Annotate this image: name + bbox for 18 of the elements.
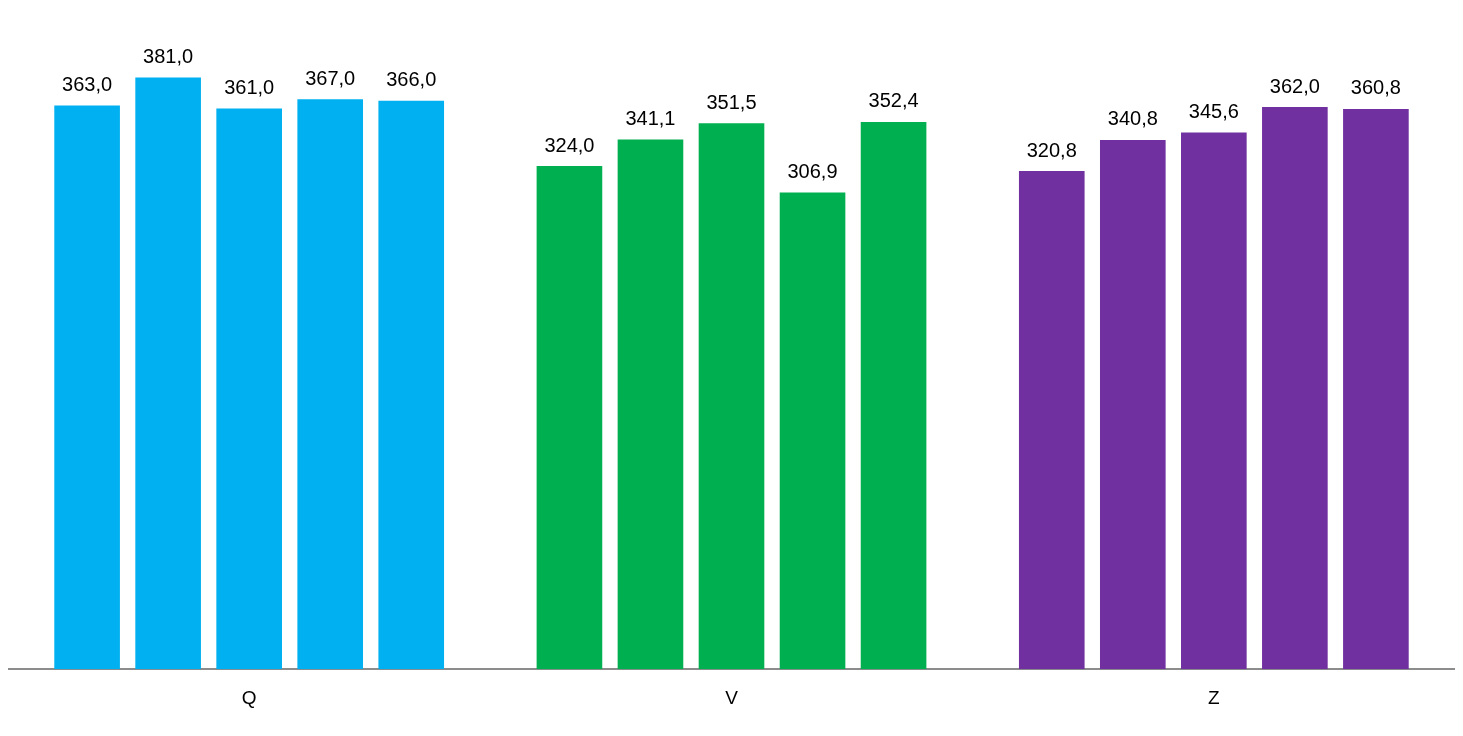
data-label: 352,4: [868, 89, 919, 112]
data-label: 367,0: [305, 66, 356, 89]
x-tick-label: V: [725, 686, 739, 708]
data-label: 320,8: [1026, 138, 1077, 161]
data-label: 324,0: [544, 133, 595, 156]
data-label: 351,5: [706, 90, 757, 113]
data-label: 306,9: [787, 160, 838, 183]
data-label: 362,0: [1269, 74, 1320, 97]
data-label: 360,8: [1350, 76, 1401, 99]
data-label: 381,0: [143, 45, 194, 68]
data-label: 361,0: [224, 76, 275, 99]
data-label: 366,0: [386, 68, 437, 91]
data-label: 340,8: [1107, 107, 1158, 130]
x-tick-label: Z: [1208, 686, 1221, 708]
data-label: 341,1: [625, 106, 676, 129]
x-tick-label: Q: [241, 686, 257, 708]
data-label: 363,0: [62, 72, 113, 95]
data-label: 345,6: [1188, 100, 1239, 122]
